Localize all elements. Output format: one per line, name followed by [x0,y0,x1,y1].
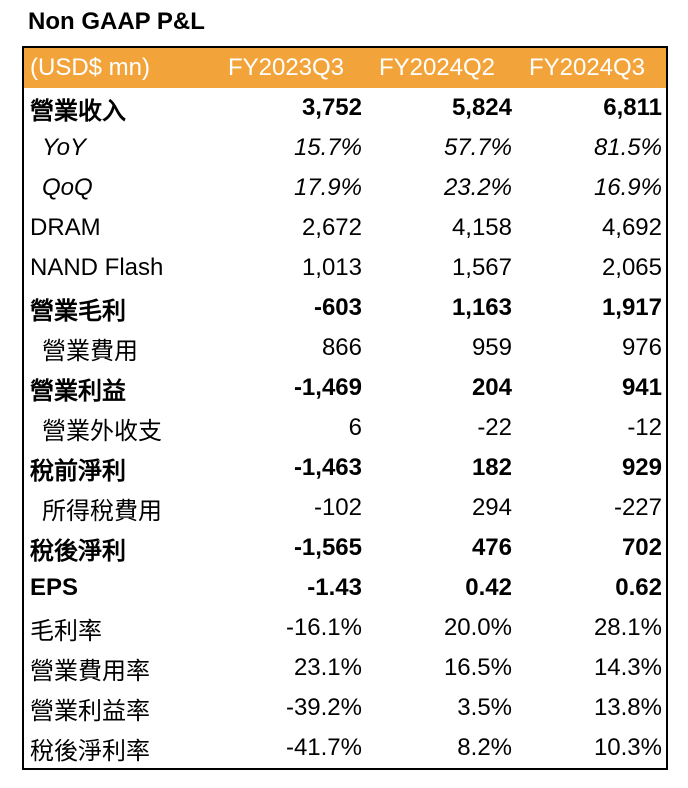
value-cell: 0.42 [465,574,512,601]
row-label: 營業費用率 [30,657,150,685]
value-cell: 2,065 [601,254,662,281]
value-cell: 13.8% [593,694,662,721]
value-cell: 294 [471,494,512,521]
table-row: 營業利益 -1,469 204 941 [24,368,666,408]
value-cell: -12 [627,414,662,441]
value-cell: 15.7% [293,134,362,161]
value-cell: -39.2% [285,694,362,721]
value-cell: 866 [321,334,362,361]
row-label: EPS [30,574,79,601]
value-cell: -1,463 [293,454,362,481]
table-row: 營業利益率 -39.2% 3.5% 13.8% [24,688,666,728]
value-cell: 2,672 [301,214,362,241]
table-row: 稅後淨利 -1,565 476 702 [24,528,666,568]
title: Non GAAP P&L [28,8,205,35]
value-cell: 204 [471,374,512,401]
value-cell: 81.5% [593,134,662,161]
value-cell: 941 [621,374,662,401]
table-row: QoQ 17.9% 23.2% 16.9% [24,168,666,208]
value-cell: 5,824 [451,94,512,121]
row-label: 營業收入 [30,97,126,125]
value-cell: -22 [477,414,512,441]
row-label: 所得稅費用 [42,497,162,525]
value-cell: 3,752 [301,94,362,121]
value-cell: 6 [348,414,362,441]
value-cell: 702 [621,534,662,561]
value-cell: 8.2% [457,734,512,761]
row-label: 營業利益率 [30,697,150,725]
row-label: 營業利益 [30,377,126,405]
table-row: 稅後淨利率 -41.7% 8.2% 10.3% [24,728,666,768]
value-cell: 0.62 [615,574,662,601]
row-label: 毛利率 [30,617,102,645]
table-row: 營業外收支 6 -22 -12 [24,408,666,448]
value-cell: -1,565 [293,534,362,561]
value-cell: 1,567 [451,254,512,281]
value-cell: 6,811 [603,94,662,121]
value-cell: 14.3% [593,654,662,681]
table: (USD$ mn) FY2023Q3 FY2024Q2 FY2024Q3 營業收入 3,7… [22,46,668,770]
value-cell: 10.3% [593,734,662,761]
header-cell: FY2024Q3 [528,54,646,81]
value-cell: -227 [613,494,662,521]
value-cell: 476 [471,534,512,561]
row-label: 營業毛利 [30,297,126,325]
row-label: 稅前淨利 [30,457,126,485]
table-row: 營業費用 866 959 976 [24,328,666,368]
table-row: DRAM 2,672 4,158 4,692 [24,208,666,248]
value-cell: -1,469 [293,374,362,401]
value-cell: 4,158 [451,214,512,241]
header-cell: FY2024Q2 [378,54,496,81]
value-cell: 1,013 [301,254,362,281]
header-cell: (USD$ mn) [30,54,151,81]
table-row: YoY 15.7% 57.7% 81.5% [24,128,666,168]
header-cell: FY2023Q3 [227,54,345,81]
value-cell: -102 [313,494,362,521]
value-cell: -41.7% [285,734,362,761]
table-row: NAND Flash 1,013 1,567 2,065 [24,248,666,288]
value-cell: 929 [621,454,662,481]
value-cell: 3.5% [457,694,512,721]
row-label: QoQ [42,174,93,201]
table-row: 營業費用率 23.1% 16.5% 14.3% [24,648,666,688]
value-cell: 959 [471,334,512,361]
value-cell: -603 [313,294,362,321]
row-label: YoY [42,134,87,161]
table-row: 營業毛利 -603 1,163 1,917 [24,288,666,328]
value-cell: 57.7% [443,134,512,161]
table-row: 營業收入 3,752 5,824 6,811 [24,88,666,128]
table-row: EPS -1.43 0.42 0.62 [24,568,666,608]
value-cell: -1.43 [307,574,362,601]
value-cell: 182 [471,454,512,481]
row-label: 稅後淨利率 [30,737,150,765]
row-label: 營業外收支 [42,417,162,445]
row-label: NAND Flash [30,254,164,281]
row-label: 營業費用 [42,337,138,365]
value-cell: 16.9% [593,174,662,201]
value-cell: 976 [621,334,662,361]
table-row: 毛利率 -16.1% 20.0% 28.1% [24,608,666,648]
value-cell: -16.1% [285,614,362,641]
value-cell: 4,692 [601,214,662,241]
value-cell: 1,917 [601,294,662,321]
value-cell: 1,163 [451,294,512,321]
value-cell: 23.1% [293,654,362,681]
row-label: DRAM [30,214,101,241]
row-label: 稅後淨利 [30,537,126,565]
header-row: (USD$ mn) FY2023Q3 FY2024Q2 FY2024Q3 [24,48,666,88]
value-cell: 20.0% [443,614,512,641]
table-row: 所得稅費用 -102 294 -227 [24,488,666,528]
value-cell: 28.1% [593,614,662,641]
value-cell: 17.9% [293,174,362,201]
table-row: 稅前淨利 -1,463 182 929 [24,448,666,488]
value-cell: 16.5% [443,654,512,681]
value-cell: 23.2% [443,174,512,201]
